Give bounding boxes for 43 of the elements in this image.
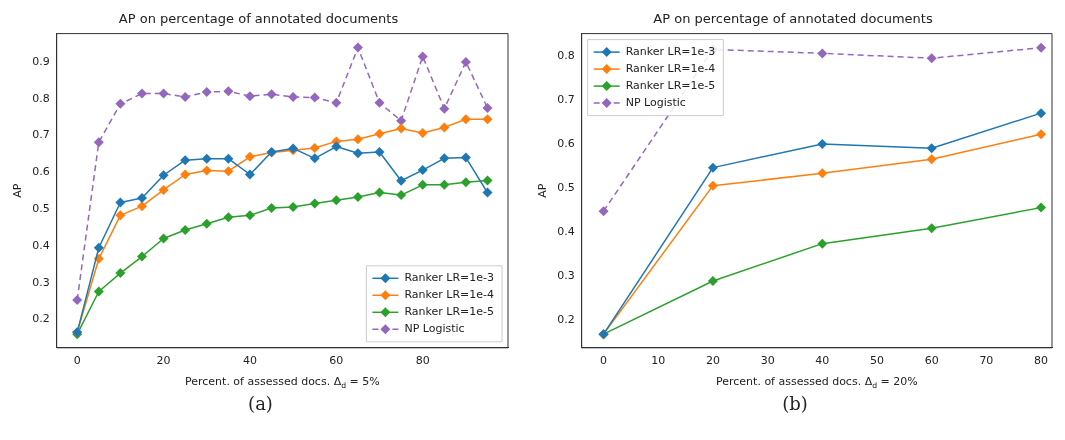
y-tick-label: 0.4 <box>32 238 50 252</box>
x-tick-label: 60 <box>329 354 344 368</box>
y-tick-label: 0.7 <box>32 128 50 142</box>
legend-label: Ranker LR=1e-5 <box>625 78 716 92</box>
legend-label: Ranker LR=1e-4 <box>625 61 716 75</box>
x-tick-label: 0 <box>73 354 81 368</box>
y-tick-label: 0.2 <box>32 312 50 326</box>
x-tick-label: 30 <box>760 354 775 368</box>
y-tick-label: 0.6 <box>557 136 575 150</box>
text: (b) <box>782 393 808 414</box>
legend-label: NP Logistic <box>404 322 465 336</box>
y-tick-label: 0.7 <box>557 92 575 106</box>
y-tick-label: 0.4 <box>557 224 575 238</box>
legend-label: Ranker LR=1e-5 <box>404 305 495 319</box>
x-tick-label: 70 <box>979 354 994 368</box>
x-tick-label: 10 <box>651 354 666 368</box>
x-tick-label: 40 <box>815 354 830 368</box>
text: (a) <box>248 393 273 414</box>
y-tick-label: 0.9 <box>32 54 50 68</box>
x-tick-label: 60 <box>924 354 939 368</box>
legend-label: NP Logistic <box>625 95 686 109</box>
y-tick-label: 0.5 <box>557 180 575 194</box>
y-axis-title: AP <box>536 183 550 198</box>
x-tick-label: 20 <box>156 354 171 368</box>
y-tick-label: 0.5 <box>32 201 50 215</box>
y-tick-label: 0.3 <box>32 275 50 289</box>
legend-label: Ranker LR=1e-3 <box>625 44 716 58</box>
y-tick-label: 0.8 <box>557 48 575 62</box>
x-tick-label: 50 <box>870 354 884 368</box>
y-tick-label: 0.2 <box>557 312 575 326</box>
x-tick-label: 0 <box>600 354 608 368</box>
chart-title: AP on percentage of annotated documents <box>118 11 399 27</box>
y-tick-label: 0.8 <box>32 91 50 105</box>
chart-title: AP on percentage of annotated documents <box>653 11 933 27</box>
y-axis-title: AP <box>11 183 25 198</box>
x-tick-label: 80 <box>415 354 430 368</box>
y-tick-label: 0.6 <box>32 165 50 179</box>
x-tick-label: 40 <box>242 354 257 368</box>
y-tick-label: 0.3 <box>557 268 575 282</box>
x-tick-label: 80 <box>1034 354 1049 368</box>
legend-label: Ranker LR=1e-4 <box>404 288 495 302</box>
legend-label: Ranker LR=1e-3 <box>404 271 495 285</box>
x-tick-label: 20 <box>705 354 720 368</box>
